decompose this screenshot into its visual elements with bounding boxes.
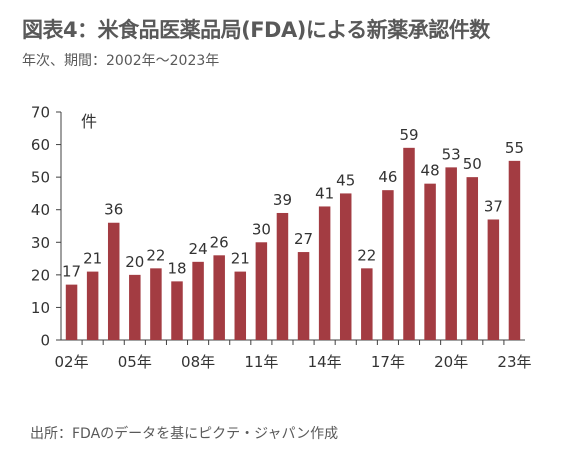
bar	[276, 212, 289, 340]
x-tick-label: 11年	[244, 353, 278, 371]
y-tick-label: 0	[40, 332, 50, 350]
x-axis: 02年 05年 08年 11年 14年 17年 20年 23年	[54, 339, 532, 371]
data-label: 26	[210, 233, 229, 251]
data-label: 21	[83, 250, 102, 268]
chart-title: 図表4：米食品医薬品局(FDA)による新薬承認件数	[22, 18, 490, 42]
bar	[192, 261, 204, 340]
data-label: 46	[378, 168, 397, 186]
data-label: 50	[463, 155, 482, 173]
bar	[466, 177, 479, 340]
bar	[86, 271, 99, 340]
x-tick-label: 02年	[54, 353, 88, 371]
data-label: 18	[167, 259, 186, 277]
x-tick-label: 14年	[308, 353, 342, 371]
bar	[255, 242, 268, 340]
x-tick-label: 08年	[181, 353, 215, 371]
data-label: 17	[62, 263, 81, 281]
bar	[65, 284, 78, 340]
bar	[339, 193, 352, 340]
bar	[424, 183, 436, 340]
data-label: 45	[336, 171, 355, 189]
chart-source: 出所：FDAのデータを基にピクテ・ジャパン作成	[30, 426, 339, 442]
data-label: 36	[104, 201, 123, 219]
y-tick-label: 40	[31, 201, 50, 219]
y-tick-label: 10	[31, 299, 50, 317]
bar	[382, 190, 394, 340]
data-label: 24	[189, 240, 208, 258]
y-tick-label: 50	[31, 169, 50, 187]
bar-series	[65, 147, 521, 340]
x-tick-label: 17年	[371, 353, 405, 371]
data-label: 22	[146, 246, 165, 264]
data-label: 22	[357, 246, 376, 264]
data-label: 21	[231, 250, 250, 268]
data-label: 55	[505, 139, 524, 157]
data-label: 39	[273, 191, 292, 209]
bar	[361, 268, 373, 340]
bar	[171, 281, 183, 340]
data-label: 53	[442, 145, 461, 163]
bar	[487, 219, 500, 340]
data-label: 59	[399, 126, 418, 144]
x-tick-label: 20年	[434, 353, 468, 371]
data-label: 27	[294, 230, 313, 248]
bar	[150, 268, 162, 340]
y-unit-label: 件	[81, 112, 97, 131]
y-tick-label: 70	[31, 104, 50, 122]
y-tick-label: 60	[31, 136, 50, 154]
data-label: 20	[125, 253, 144, 271]
bar	[234, 271, 247, 340]
chart-subtitle: 年次、期間：2002年～2023年	[22, 53, 220, 69]
bar	[107, 222, 120, 340]
y-axis: 0 10 20 30 40 50 60 70 件	[31, 104, 97, 350]
data-label: 48	[421, 162, 440, 180]
y-tick-label: 30	[31, 234, 50, 252]
bar	[403, 147, 415, 340]
data-label: 37	[484, 197, 503, 215]
x-tick-label: 05年	[118, 353, 152, 371]
bar	[297, 252, 310, 340]
bar	[318, 206, 331, 340]
bar	[445, 167, 457, 340]
y-tick-label: 20	[31, 266, 50, 284]
data-label: 30	[252, 220, 271, 238]
data-label: 41	[315, 184, 334, 202]
bar	[213, 255, 225, 340]
x-tick-label: 23年	[497, 353, 531, 371]
bar	[129, 274, 141, 340]
bar	[508, 160, 521, 340]
